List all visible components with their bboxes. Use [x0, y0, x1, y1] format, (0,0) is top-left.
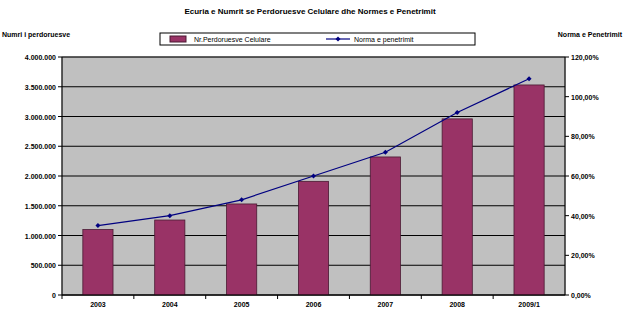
chart: Ecuria e Numrit se Perdoruesve Celulare … [0, 0, 625, 321]
y2-tick [565, 215, 569, 216]
marker [167, 213, 172, 218]
legend-swatch [170, 36, 186, 42]
marker [527, 76, 532, 81]
line [98, 79, 529, 226]
bar [83, 230, 113, 295]
bar [155, 220, 185, 295]
y-axis [62, 57, 63, 295]
x-tick [133, 295, 134, 299]
y2-tick-label: 40,00% [571, 213, 596, 221]
marker [383, 150, 388, 155]
y2-tick-label: 100,00% [571, 94, 599, 102]
y-tick-label: 0 [52, 292, 56, 299]
x-tick [421, 295, 422, 299]
marks [83, 76, 544, 295]
legend-marker [336, 37, 341, 42]
y2-tick-label: 20,00% [571, 252, 596, 260]
y2-tick-label: 60,00% [571, 173, 596, 181]
y2-axis-label: Norma e Penetrimit [558, 31, 623, 38]
x-tick-label: 2003 [90, 301, 106, 308]
y2-axis [565, 57, 566, 295]
y2-tick [565, 176, 569, 177]
y-tick [58, 265, 62, 266]
grid-line [62, 295, 565, 296]
y-tick-label: 1.500.000 [25, 203, 56, 210]
y2-tick-label: 0,00% [571, 292, 592, 300]
grid-line [62, 116, 565, 117]
bar [298, 181, 328, 295]
x-tick-label: 2009/1 [518, 301, 540, 308]
legend-label: Norma e penetrimit [354, 36, 414, 44]
y2-tick [565, 295, 569, 296]
grid-line [62, 57, 565, 58]
x-tick-label: 2008 [449, 301, 465, 308]
y-tick-label: 500.000 [31, 262, 56, 269]
y2-tick [565, 96, 569, 97]
y-tick [58, 146, 62, 147]
y-tick-label: 2.500.000 [25, 143, 56, 150]
title: Ecuria e Numrit se Perdoruesve Celulare … [184, 7, 436, 16]
grid-line [62, 146, 565, 147]
x-tick [205, 295, 206, 299]
y-axis-label: Numri i perdoruesve [2, 31, 70, 39]
y2-tick-label: 80,00% [571, 133, 596, 141]
y2-tick [565, 255, 569, 256]
legend-box [160, 33, 475, 45]
x-axis [62, 295, 565, 296]
marker [311, 174, 316, 179]
legend: Nr.Perdoruesve Celulare Norma e penetrimi… [160, 33, 475, 45]
y-tick [58, 116, 62, 117]
y2-tick [565, 136, 569, 137]
x-tick-label: 2006 [306, 301, 322, 308]
marker [95, 223, 100, 228]
plot-area [62, 57, 565, 295]
y-tick [58, 86, 62, 87]
x-tick [62, 295, 63, 299]
bar [227, 204, 257, 295]
y-tick-label: 3.500.000 [25, 84, 56, 91]
bar [514, 85, 544, 295]
y-tick [58, 57, 62, 58]
y2-tick [565, 57, 569, 58]
marker [239, 197, 244, 202]
y-tick-label: 1.000.000 [25, 233, 56, 240]
y-tick-label: 4.000.000 [25, 54, 56, 61]
grid-line [62, 86, 565, 87]
x-tick-label: 2007 [378, 301, 394, 308]
bar [442, 119, 472, 295]
y-tick-label: 2.000.000 [25, 173, 56, 180]
bar [370, 157, 400, 295]
y2-tick-label: 120,00% [571, 54, 599, 62]
y-tick-label: 3.000.000 [25, 114, 56, 121]
legend-label: Nr.Perdoruesve Celulare [194, 36, 271, 43]
x-tick-label: 2004 [162, 301, 178, 308]
x-tick [277, 295, 278, 299]
marker [455, 110, 460, 115]
x-tick [493, 295, 494, 299]
y-tick [58, 205, 62, 206]
y-tick [58, 295, 62, 296]
y-tick [58, 235, 62, 236]
x-tick [349, 295, 350, 299]
x-tick-label: 2005 [234, 301, 250, 308]
y-tick [58, 176, 62, 177]
